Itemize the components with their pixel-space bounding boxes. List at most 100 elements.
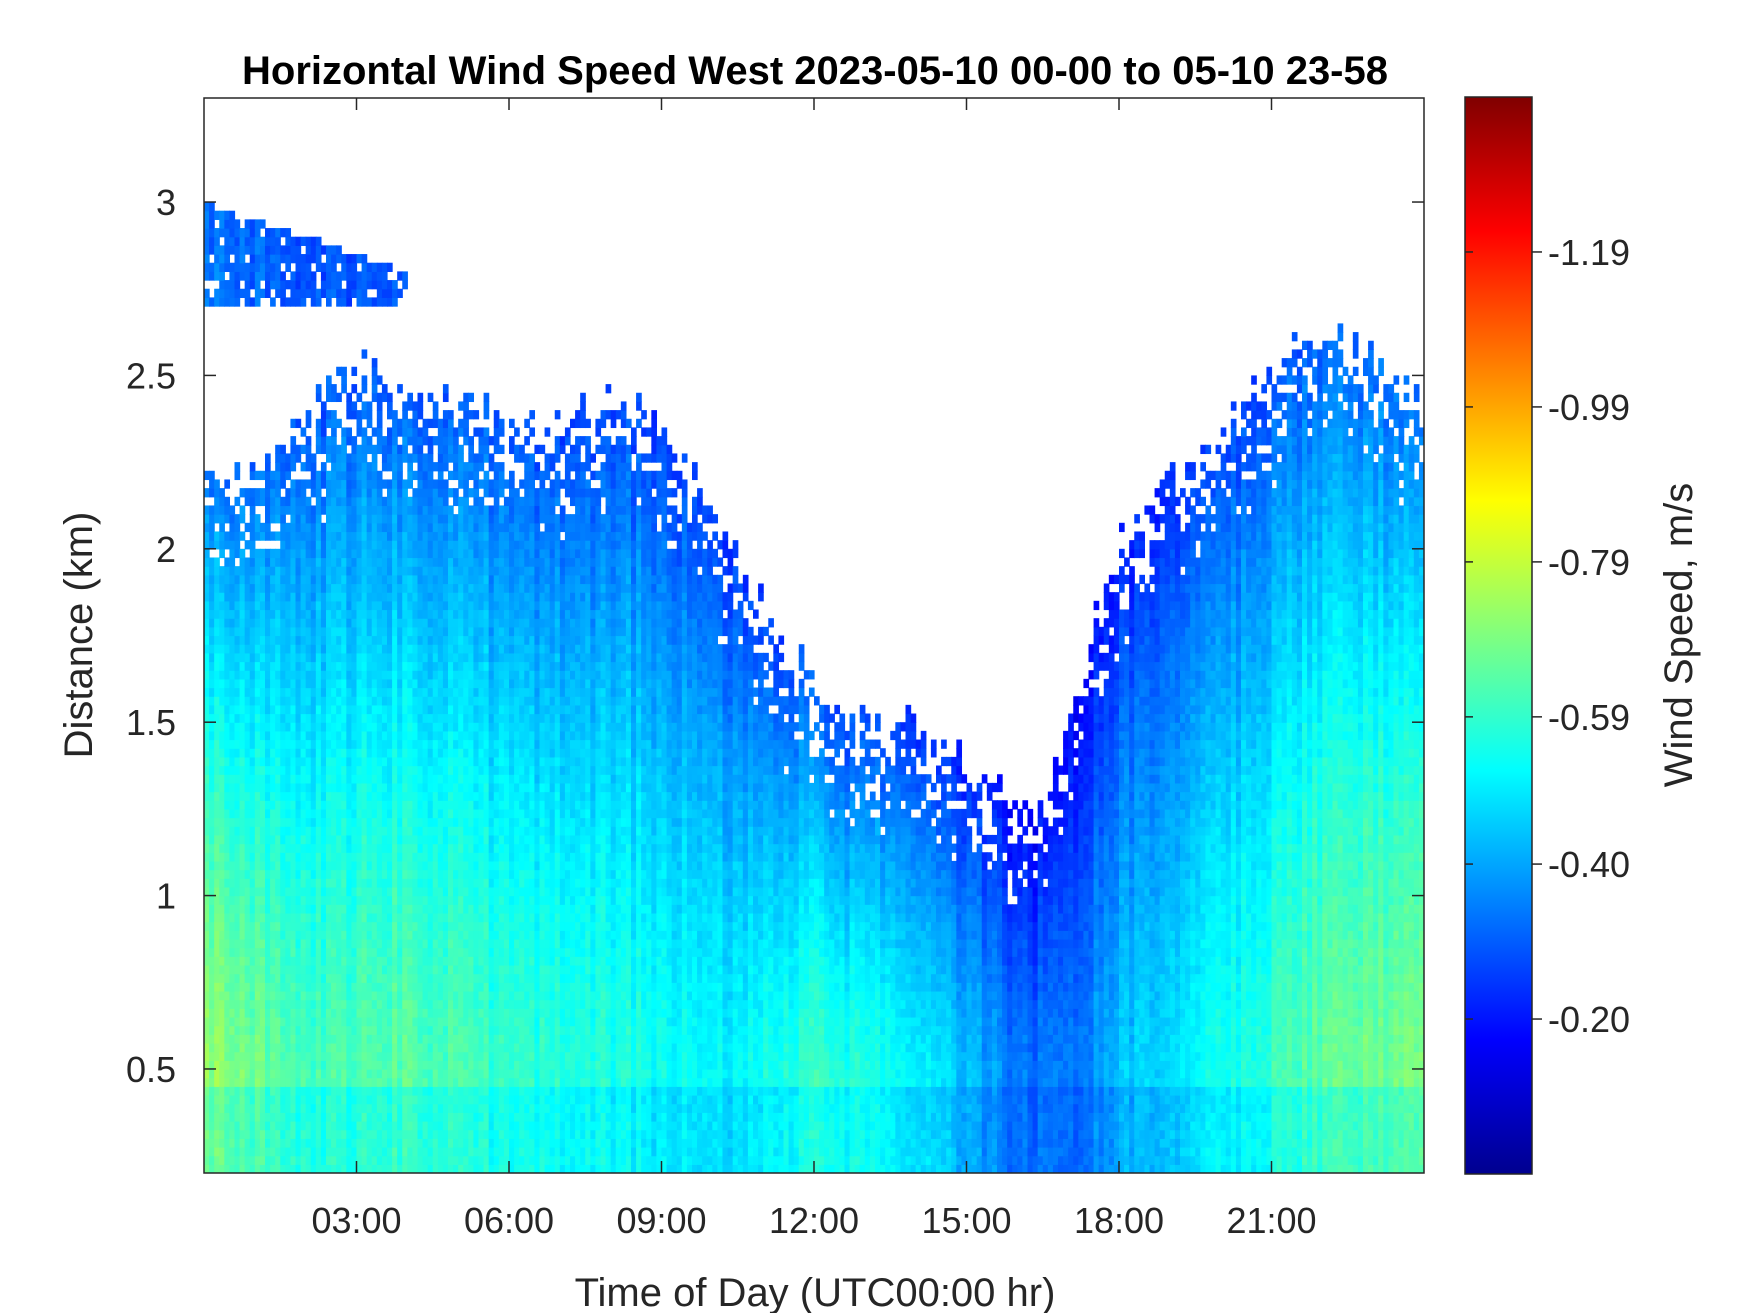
heatmap-cell <box>357 809 363 818</box>
heatmap-cell <box>204 878 210 887</box>
heatmap-cell <box>209 1104 215 1113</box>
heatmap-cell <box>453 601 459 610</box>
heatmap-cell <box>224 896 230 905</box>
heatmap-cell <box>418 991 424 1000</box>
heatmap-cell <box>255 627 261 636</box>
heatmap-cell <box>204 774 210 783</box>
heatmap-cell <box>351 878 357 887</box>
heatmap-cell <box>240 514 246 523</box>
heatmap-cell <box>209 844 215 853</box>
heatmap-cell <box>433 436 439 445</box>
heatmap-cell <box>316 592 322 601</box>
heatmap-cell <box>428 1156 434 1165</box>
heatmap-cell <box>296 766 302 775</box>
heatmap-cell <box>351 670 357 679</box>
heatmap-cell <box>240 1052 246 1061</box>
heatmap-cell <box>351 1008 357 1017</box>
heatmap-cell <box>290 679 296 688</box>
heatmap-cell <box>275 740 281 749</box>
heatmap-cell <box>270 844 276 853</box>
heatmap-cell <box>316 740 322 749</box>
heatmap-cell <box>260 818 266 827</box>
heatmap-cell <box>448 774 454 783</box>
heatmap-cell <box>341 1104 347 1113</box>
heatmap-cell <box>245 1086 251 1095</box>
heatmap-cell <box>372 627 378 636</box>
heatmap-cell <box>367 263 373 272</box>
heatmap-cell <box>204 662 210 671</box>
heatmap-cell <box>377 852 383 861</box>
heatmap-cell <box>341 896 347 905</box>
heatmap-cell <box>387 601 393 610</box>
heatmap-cell <box>412 861 418 870</box>
heatmap-cell <box>362 913 368 922</box>
heatmap-cell <box>367 965 373 974</box>
heatmap-cell <box>448 722 454 731</box>
heatmap-cell <box>321 1095 327 1104</box>
heatmap-cell <box>438 956 444 965</box>
heatmap-cell <box>306 844 312 853</box>
heatmap-cell <box>311 1156 317 1165</box>
heatmap-cell <box>214 852 220 861</box>
heatmap-cell <box>377 1112 383 1121</box>
heatmap-cell <box>448 436 454 445</box>
heatmap-cell <box>270 1121 276 1130</box>
heatmap-cell <box>397 731 403 740</box>
heatmap-cell <box>316 818 322 827</box>
heatmap-cell <box>235 237 241 246</box>
heatmap-cell <box>326 757 332 766</box>
heatmap-cell <box>255 601 261 610</box>
heatmap-cell <box>382 297 388 306</box>
heatmap-cell <box>265 1086 271 1095</box>
heatmap-cell <box>402 609 408 618</box>
heatmap-cell <box>367 583 373 592</box>
heatmap-cell <box>219 731 225 740</box>
heatmap-cell <box>260 583 266 592</box>
heatmap-cell <box>377 523 383 532</box>
heatmap-cell <box>484 714 490 723</box>
heatmap-cell <box>219 818 225 827</box>
heatmap-cell <box>412 1164 418 1173</box>
heatmap-cell <box>280 1086 286 1095</box>
heatmap-cell <box>235 462 241 471</box>
heatmap-cell <box>407 991 413 1000</box>
heatmap-cell <box>382 991 388 1000</box>
heatmap-cell <box>433 1095 439 1104</box>
heatmap-cell <box>229 878 235 887</box>
heatmap-cell <box>250 1043 256 1052</box>
heatmap-cell <box>219 982 225 991</box>
heatmap-cell <box>443 1069 449 1078</box>
heatmap-cell <box>377 870 383 879</box>
heatmap-cell <box>321 965 327 974</box>
heatmap-cell <box>479 497 485 506</box>
heatmap-cell <box>357 792 363 801</box>
heatmap-cell <box>473 705 479 714</box>
heatmap-cell <box>250 1000 256 1009</box>
heatmap-cell <box>306 462 312 471</box>
heatmap-cell <box>438 896 444 905</box>
heatmap-cell <box>219 592 225 601</box>
heatmap-cell <box>240 592 246 601</box>
heatmap-cell <box>306 913 312 922</box>
heatmap-cell <box>280 852 286 861</box>
heatmap-cell <box>240 722 246 731</box>
heatmap-cell <box>245 913 251 922</box>
heatmap-cell <box>275 1086 281 1095</box>
heatmap-cell <box>463 662 469 671</box>
heatmap-cell <box>458 514 464 523</box>
heatmap-cell <box>423 531 429 540</box>
heatmap-cell <box>235 1060 241 1069</box>
heatmap-cell <box>362 462 368 471</box>
heatmap-cell <box>362 878 368 887</box>
heatmap-cell <box>433 627 439 636</box>
heatmap-cell <box>458 419 464 428</box>
heatmap-cell <box>362 696 368 705</box>
heatmap-cell <box>448 670 454 679</box>
heatmap-cell <box>250 462 256 471</box>
heatmap-cell <box>351 740 357 749</box>
heatmap-cell <box>362 1130 368 1139</box>
heatmap-cell <box>311 705 317 714</box>
heatmap-cell <box>250 1052 256 1061</box>
heatmap-cell <box>311 1060 317 1069</box>
heatmap-cell <box>346 1095 352 1104</box>
